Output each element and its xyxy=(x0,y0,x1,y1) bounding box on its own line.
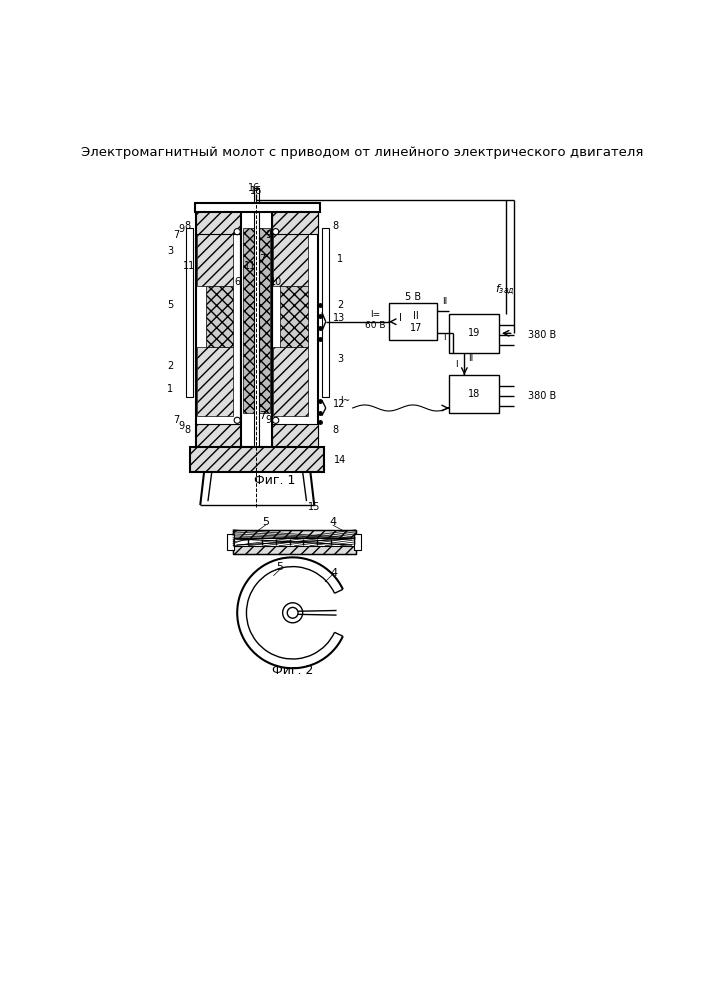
Bar xyxy=(281,286,308,347)
Text: 17: 17 xyxy=(409,323,422,333)
Bar xyxy=(243,228,270,413)
Text: 5 В: 5 В xyxy=(404,292,421,302)
Text: 19: 19 xyxy=(467,328,480,338)
Text: 8: 8 xyxy=(184,221,190,231)
Text: 4: 4 xyxy=(329,517,337,527)
Bar xyxy=(233,530,356,538)
Text: Электромагнитный молот с приводом от линейного электрического двигателя: Электромагнитный молот с приводом от лин… xyxy=(81,146,643,159)
Text: 7: 7 xyxy=(259,411,266,421)
Bar xyxy=(272,211,318,234)
Text: 3: 3 xyxy=(337,354,344,364)
Text: 4: 4 xyxy=(331,568,338,578)
Bar xyxy=(197,424,241,447)
Text: 7: 7 xyxy=(259,254,266,264)
Bar xyxy=(190,447,325,472)
Text: 5: 5 xyxy=(276,562,283,572)
Text: Фиг. 1: Фиг. 1 xyxy=(255,474,296,487)
Text: II: II xyxy=(442,297,447,306)
Bar xyxy=(197,234,233,286)
Text: 11: 11 xyxy=(182,261,195,271)
Text: 5: 5 xyxy=(262,517,269,527)
Bar xyxy=(354,534,361,550)
Circle shape xyxy=(234,417,240,423)
Bar xyxy=(389,303,437,340)
Bar xyxy=(206,286,233,347)
Bar xyxy=(322,228,329,397)
Text: 5: 5 xyxy=(167,300,173,310)
Text: 6: 6 xyxy=(234,277,240,287)
Text: 8: 8 xyxy=(332,425,338,435)
Text: II: II xyxy=(413,311,419,321)
Circle shape xyxy=(234,229,240,235)
Text: 10: 10 xyxy=(270,277,283,287)
Bar xyxy=(197,211,241,234)
Text: 380 В: 380 В xyxy=(528,391,556,401)
Text: 60 В: 60 В xyxy=(365,321,385,330)
Text: 15: 15 xyxy=(308,502,320,512)
Text: II: II xyxy=(468,354,473,363)
Text: 8: 8 xyxy=(184,425,190,435)
Text: 9: 9 xyxy=(265,231,271,240)
Text: I: I xyxy=(399,313,402,323)
Text: 16: 16 xyxy=(250,186,262,196)
Text: 9: 9 xyxy=(179,224,185,234)
Text: 9: 9 xyxy=(265,415,271,425)
Text: 14: 14 xyxy=(334,455,346,465)
Bar xyxy=(273,347,308,416)
Text: 3: 3 xyxy=(167,246,173,256)
Text: 9: 9 xyxy=(179,421,185,431)
Text: $f_{зад}$: $f_{зад}$ xyxy=(494,282,514,297)
Text: 16: 16 xyxy=(248,183,260,193)
Bar xyxy=(197,211,241,447)
Text: 7: 7 xyxy=(173,415,180,425)
Text: I: I xyxy=(455,360,458,369)
Bar xyxy=(272,211,318,447)
Bar xyxy=(241,211,272,447)
Text: 11: 11 xyxy=(244,261,257,271)
Text: 1: 1 xyxy=(167,384,173,394)
Bar xyxy=(273,234,308,286)
Text: 2: 2 xyxy=(337,300,344,310)
Bar xyxy=(272,424,318,447)
Bar xyxy=(195,203,320,212)
Bar xyxy=(197,347,233,416)
Text: I~: I~ xyxy=(340,396,350,405)
Bar xyxy=(254,188,259,447)
Bar xyxy=(449,314,499,353)
Text: 380 В: 380 В xyxy=(528,330,556,340)
Text: Фиг. 2: Фиг. 2 xyxy=(272,664,313,677)
Text: 1: 1 xyxy=(337,254,344,264)
Bar xyxy=(227,534,234,550)
Circle shape xyxy=(273,417,279,423)
Text: 13: 13 xyxy=(333,313,345,323)
Bar xyxy=(186,228,192,397)
Text: 12: 12 xyxy=(333,399,345,409)
Text: 2: 2 xyxy=(167,361,173,371)
Text: I: I xyxy=(443,333,445,342)
Text: 8: 8 xyxy=(332,221,338,231)
Text: I=: I= xyxy=(370,310,380,319)
Text: 7: 7 xyxy=(173,231,180,240)
Bar xyxy=(233,546,356,554)
Text: 18: 18 xyxy=(467,389,480,399)
Circle shape xyxy=(287,607,298,618)
Bar xyxy=(233,530,356,554)
Bar xyxy=(449,375,499,413)
Circle shape xyxy=(273,229,279,235)
